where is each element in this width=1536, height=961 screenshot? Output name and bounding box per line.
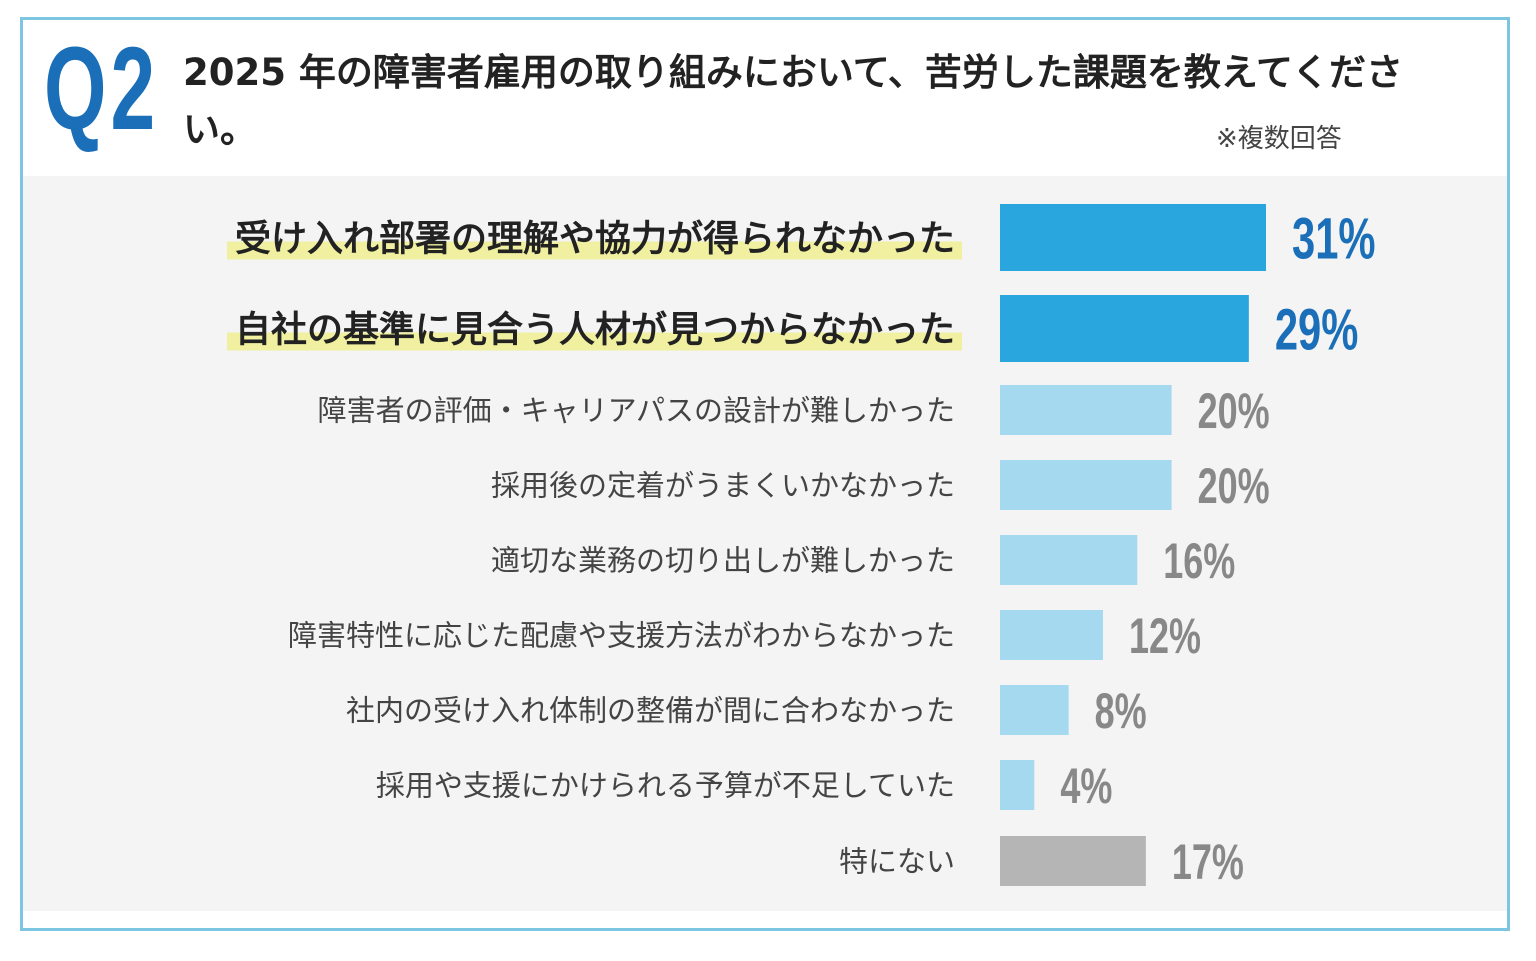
chart-panel	[23, 176, 1507, 911]
value-label: 20%	[1198, 459, 1270, 514]
category-label: 受け入れ部署の理解や協力が得られなかった	[235, 218, 955, 259]
bar	[1000, 295, 1249, 362]
value-label: 16%	[1163, 534, 1235, 589]
category-label: 社内の受け入れ体制の整備が間に合わなかった	[346, 693, 955, 727]
bar	[1000, 685, 1069, 735]
category-label: 適切な業務の切り出しが難しかった	[491, 543, 955, 577]
value-label: 31%	[1292, 206, 1376, 271]
category-label: 自社の基準に見合う人材が見つからなかった	[235, 309, 955, 350]
category-label: 障害者の評価・キャリアパスの設計が難しかった	[318, 393, 955, 427]
category-label: 採用後の定着がうまくいかなかった	[491, 468, 955, 502]
value-label: 4%	[1060, 759, 1112, 814]
highlight-marker	[226, 241, 962, 260]
question-title: 2025 年の障害者雇用の取り組みにおいて、苦労した課題を教えてください。	[183, 51, 1403, 151]
bar	[1000, 760, 1035, 810]
multiple-answer-note: ※複数回答	[1216, 124, 1342, 154]
bar	[1000, 535, 1138, 585]
value-label: 29%	[1275, 297, 1359, 362]
value-label: 12%	[1129, 609, 1201, 664]
question-badge: Q2	[44, 23, 160, 155]
category-label: 採用や支援にかけられる予算が不足していた	[376, 768, 955, 802]
bar	[1000, 610, 1103, 660]
bar	[1000, 204, 1266, 271]
bar	[1000, 460, 1172, 510]
category-label: 特にない	[839, 844, 955, 878]
category-label: 障害特性に応じた配慮や支援方法がわからなかった	[288, 618, 955, 652]
bar	[1000, 836, 1146, 886]
highlight-marker	[226, 332, 962, 351]
value-label: 20%	[1198, 384, 1270, 439]
bar	[1000, 385, 1172, 435]
value-label: 8%	[1095, 684, 1147, 739]
value-label: 17%	[1172, 835, 1244, 890]
